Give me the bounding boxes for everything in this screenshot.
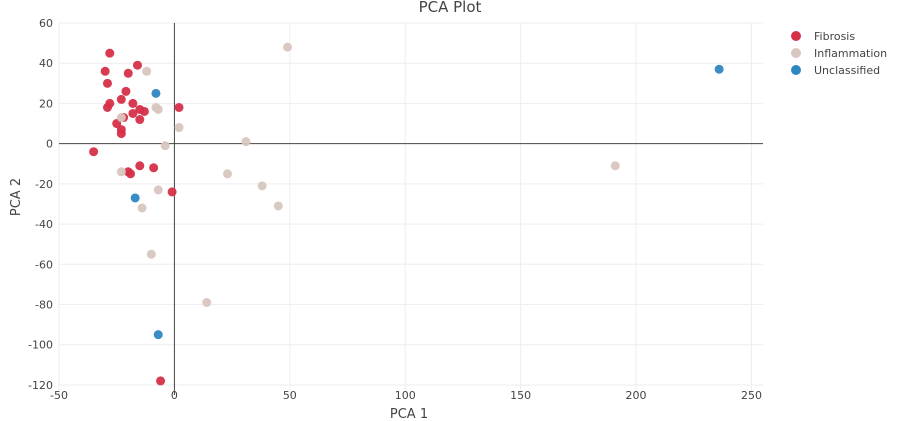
data-point-fibrosis[interactable]: [167, 187, 177, 197]
data-point-inflammation[interactable]: [146, 249, 156, 259]
data-point-fibrosis[interactable]: [174, 102, 184, 112]
legend-marker-unclassified: [791, 65, 801, 75]
x-tick-label: 0: [171, 389, 178, 402]
data-point-inflammation[interactable]: [610, 161, 620, 171]
y-tick-label: -20: [35, 178, 53, 191]
y-tick-label: -100: [28, 339, 53, 352]
data-point-inflammation[interactable]: [142, 66, 152, 76]
data-point-inflammation[interactable]: [137, 203, 147, 213]
data-point-inflammation[interactable]: [283, 42, 293, 52]
legend-marker-inflammation: [791, 48, 801, 58]
legend-label-inflammation: Inflammation: [814, 47, 887, 60]
x-tick-label: 50: [283, 389, 297, 402]
zero-lines: [59, 23, 763, 395]
tick-labels: -50 0 50 100 150 200 2506040200-20-40-60-80-10…: [28, 17, 762, 402]
data-point-fibrosis[interactable]: [135, 161, 145, 171]
x-tick-label: 250: [741, 389, 762, 402]
y-axis-title: PCA 2: [9, 178, 24, 216]
legend: Fibrosis Inflammation Unclassified: [791, 30, 887, 77]
y-tick-label: -120: [28, 379, 53, 392]
data-points: [89, 42, 724, 386]
y-tick-label: -40: [35, 218, 53, 231]
data-point-fibrosis[interactable]: [105, 48, 115, 58]
x-axis-title: PCA 1: [390, 407, 428, 421]
data-point-inflammation[interactable]: [153, 104, 163, 114]
data-point-fibrosis[interactable]: [132, 60, 142, 70]
data-point-fibrosis[interactable]: [102, 102, 112, 112]
x-tick-label: 150: [510, 389, 531, 402]
data-point-fibrosis[interactable]: [128, 108, 138, 118]
data-point-fibrosis[interactable]: [139, 106, 149, 116]
data-point-inflammation[interactable]: [202, 298, 212, 308]
data-point-fibrosis[interactable]: [135, 115, 145, 125]
data-point-inflammation[interactable]: [116, 167, 126, 177]
data-point-inflammation[interactable]: [222, 169, 232, 179]
data-point-inflammation[interactable]: [116, 113, 126, 123]
x-tick-label: 100: [395, 389, 416, 402]
data-point-unclassified[interactable]: [151, 88, 161, 98]
data-point-unclassified[interactable]: [153, 330, 163, 340]
y-tick-label: 40: [39, 57, 53, 70]
legend-item-inflammation[interactable]: Inflammation: [791, 47, 887, 60]
y-tick-label: 0: [46, 138, 53, 151]
data-point-fibrosis[interactable]: [128, 98, 138, 108]
data-point-fibrosis[interactable]: [156, 376, 166, 386]
legend-marker-fibrosis: [791, 31, 801, 41]
x-tick-label: 200: [626, 389, 647, 402]
data-point-fibrosis[interactable]: [126, 169, 136, 179]
data-point-fibrosis[interactable]: [100, 66, 110, 76]
legend-label-unclassified: Unclassified: [814, 64, 880, 77]
data-point-fibrosis[interactable]: [121, 86, 131, 96]
data-point-inflammation[interactable]: [241, 137, 251, 147]
data-point-fibrosis[interactable]: [123, 68, 133, 78]
data-point-fibrosis[interactable]: [102, 78, 112, 88]
y-tick-label: 20: [39, 97, 53, 110]
y-tick-label: 60: [39, 17, 53, 30]
data-point-fibrosis[interactable]: [89, 147, 99, 157]
data-point-unclassified[interactable]: [130, 193, 140, 203]
x-tick-label: -50: [50, 389, 68, 402]
data-point-inflammation[interactable]: [273, 201, 283, 211]
y-tick-label: -80: [35, 299, 53, 312]
data-point-inflammation[interactable]: [174, 123, 184, 133]
legend-label-fibrosis: Fibrosis: [814, 30, 855, 43]
chart-title: PCA Plot: [419, 0, 482, 16]
data-point-inflammation[interactable]: [153, 185, 163, 195]
data-point-inflammation[interactable]: [257, 181, 267, 191]
data-point-unclassified[interactable]: [714, 64, 724, 74]
y-tick-label: -60: [35, 258, 53, 271]
data-point-inflammation[interactable]: [160, 141, 170, 151]
data-point-fibrosis[interactable]: [116, 129, 126, 139]
legend-item-fibrosis[interactable]: Fibrosis: [791, 30, 855, 43]
legend-item-unclassified[interactable]: Unclassified: [791, 64, 880, 77]
data-point-fibrosis[interactable]: [149, 163, 159, 173]
grid-layer: [58, 22, 763, 395]
data-point-fibrosis[interactable]: [116, 94, 126, 104]
